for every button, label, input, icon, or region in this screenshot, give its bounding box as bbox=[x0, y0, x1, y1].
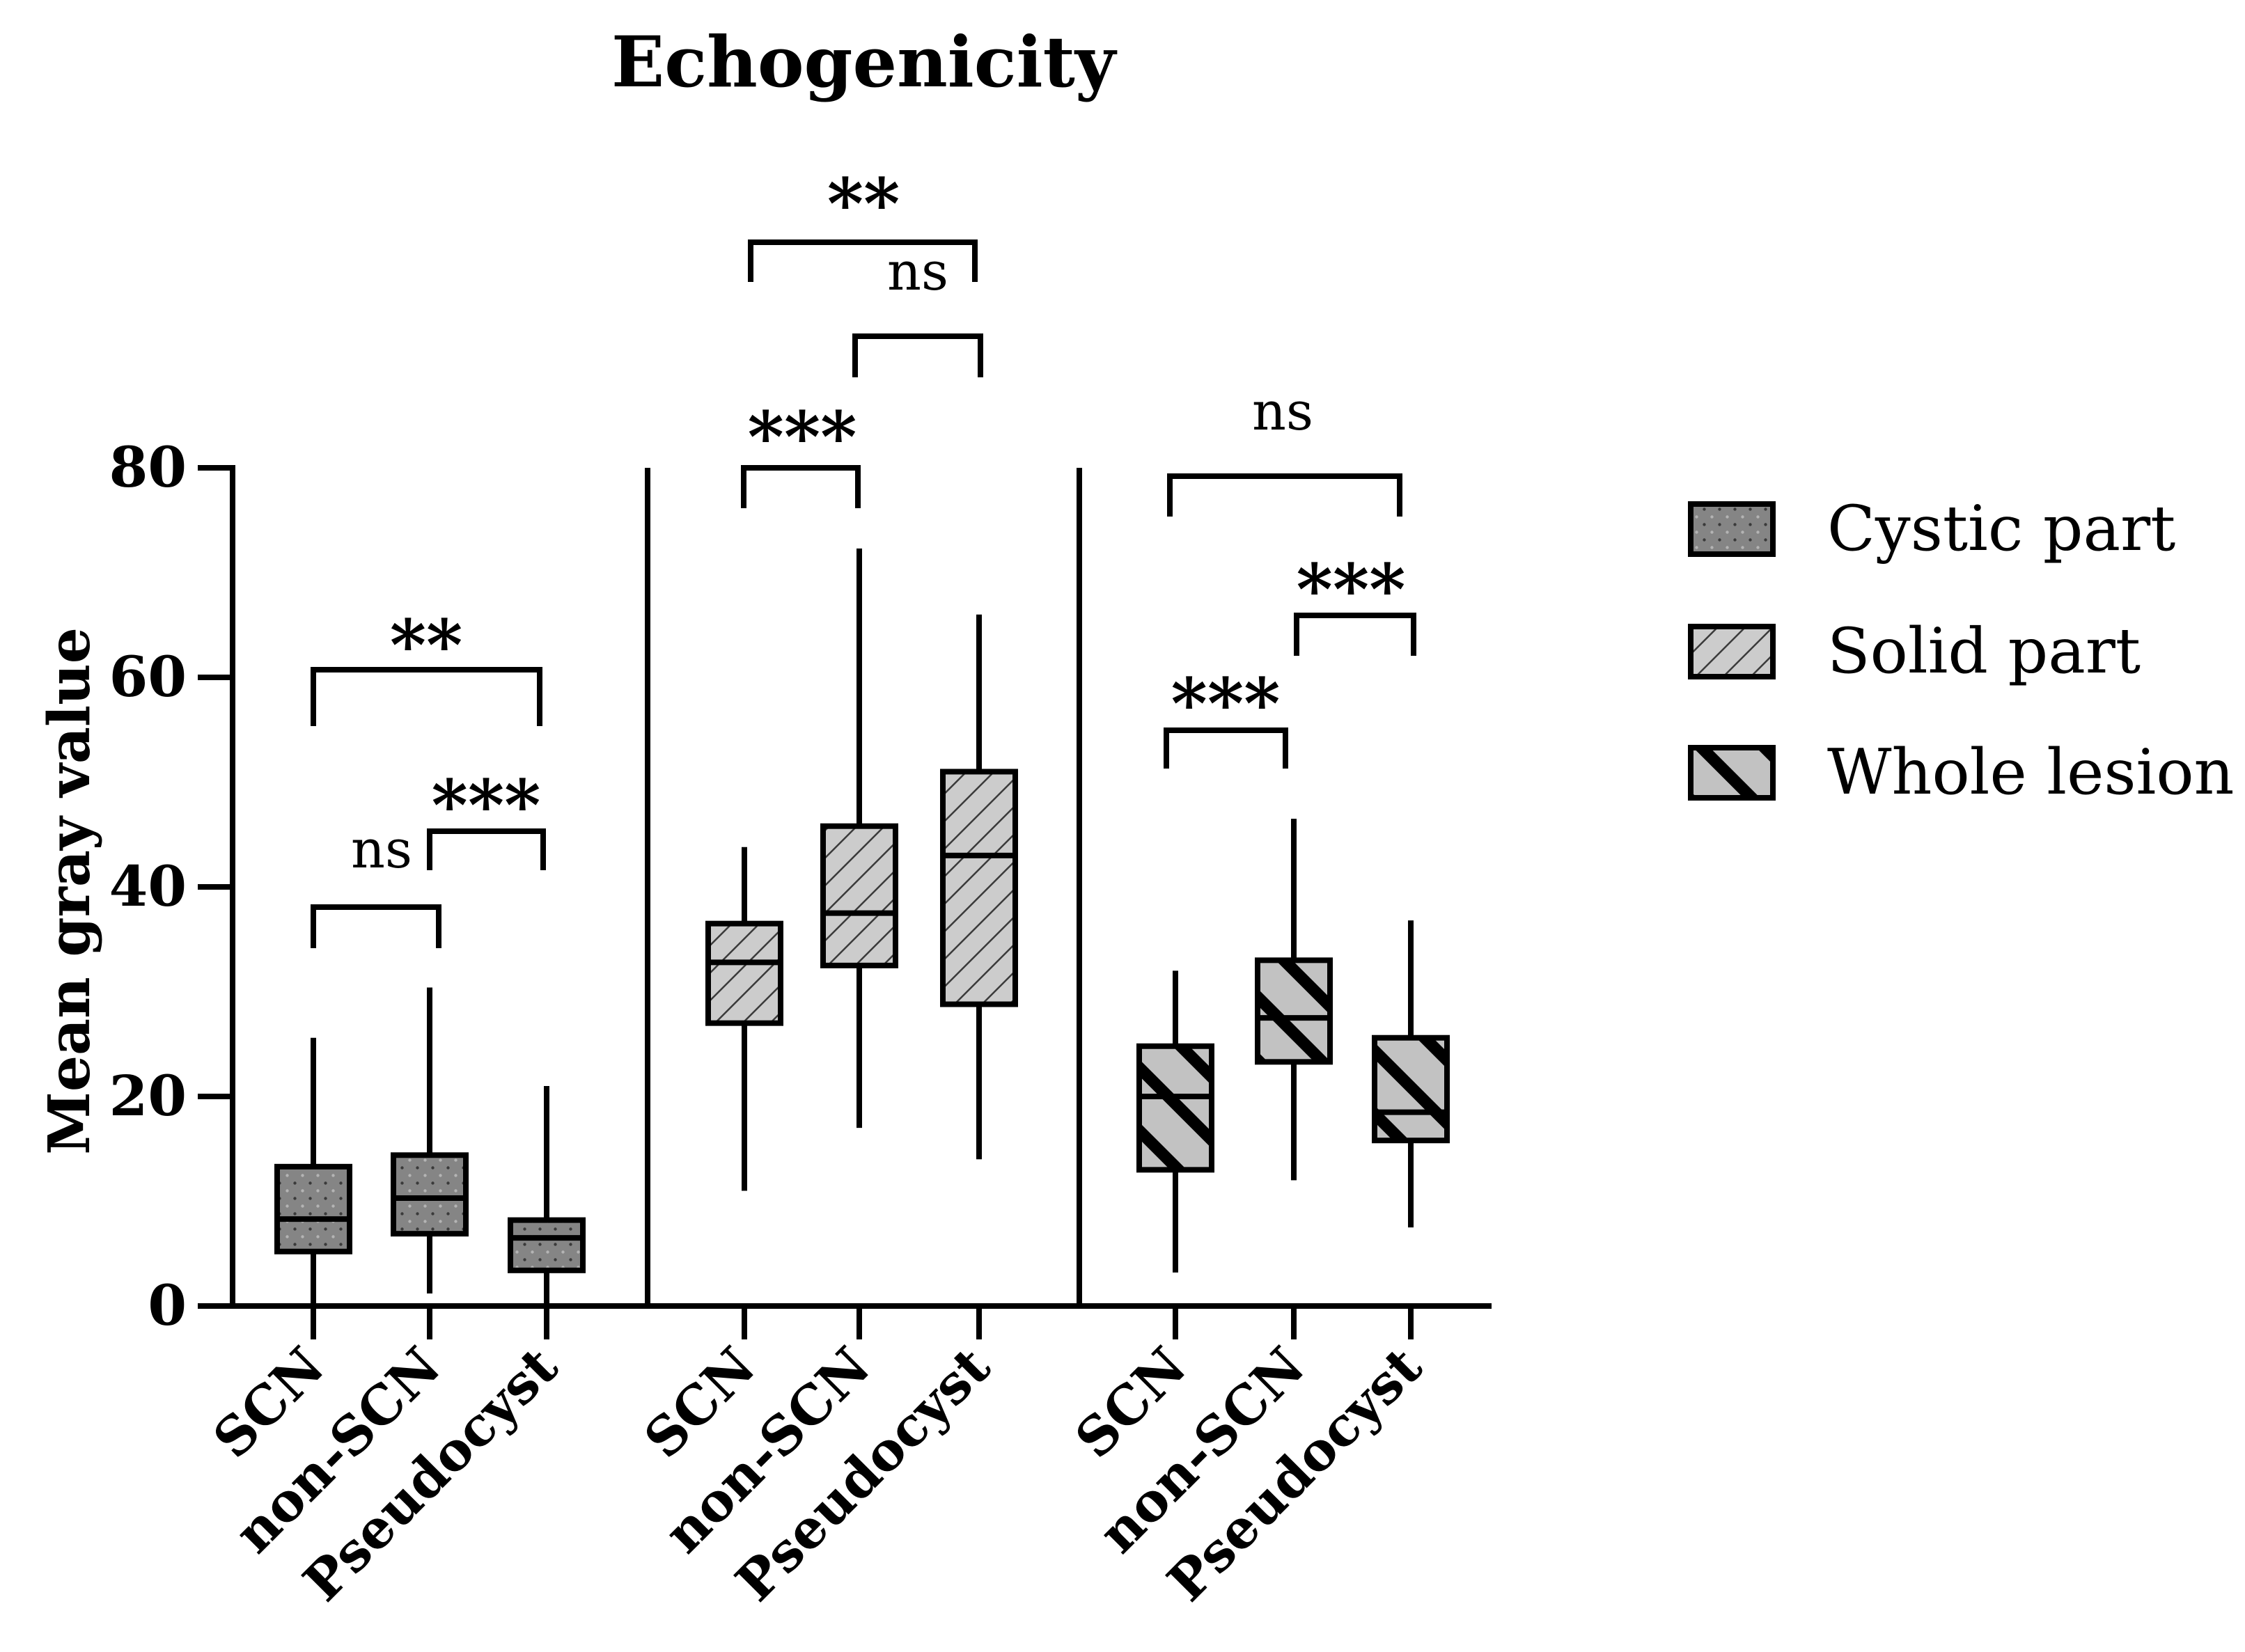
legend-label: Cystic part bbox=[1827, 492, 2175, 565]
significance-bracket bbox=[311, 667, 542, 726]
significance-label: ns bbox=[887, 240, 948, 302]
significance-label: *** bbox=[748, 396, 857, 478]
legend-item-solid-part: Solid part bbox=[1688, 615, 2141, 688]
significance-bracket bbox=[311, 904, 441, 948]
y-axis-label: Mean gray value bbox=[36, 627, 103, 1155]
box-iqr bbox=[940, 769, 1018, 1007]
legend-swatch bbox=[1688, 501, 1776, 557]
significance-label: ns bbox=[351, 818, 412, 880]
chart-title: Echogenicity bbox=[611, 21, 1118, 103]
significance-bracket bbox=[741, 465, 861, 508]
legend-label: Solid part bbox=[1827, 615, 2141, 688]
box-iqr bbox=[820, 823, 898, 968]
box-iqr bbox=[391, 1152, 469, 1237]
legend-item-cystic-part: Cystic part bbox=[1688, 492, 2175, 565]
y-tick-label: 20 bbox=[109, 1063, 187, 1128]
box-iqr bbox=[1372, 1035, 1450, 1144]
box-scn: SCN bbox=[1063, 970, 1214, 1470]
significance-bracket bbox=[1167, 473, 1402, 517]
y-tick-label: 60 bbox=[109, 644, 187, 709]
legend-swatch bbox=[1688, 624, 1776, 679]
panels: SCNnon-SCNPseudocyst*****nsSCNnon-SCNPse… bbox=[201, 163, 1450, 1613]
box-iqr bbox=[274, 1163, 352, 1254]
box-iqr bbox=[508, 1217, 586, 1273]
significance-bracket bbox=[1294, 613, 1416, 656]
significance-bracket bbox=[852, 333, 983, 377]
y-tick-label: 0 bbox=[148, 1273, 187, 1338]
significance-label: *** bbox=[1297, 549, 1406, 631]
y-axis: 0 20 40 60 80 bbox=[109, 434, 235, 1338]
box-scn: SCN bbox=[632, 847, 783, 1470]
box-iqr bbox=[1136, 1043, 1214, 1173]
significance-bracket bbox=[1164, 727, 1288, 769]
box-iqr bbox=[705, 920, 783, 1026]
box-scn: SCN bbox=[201, 1037, 352, 1470]
significance-label: ** bbox=[390, 604, 463, 686]
y-tick-label: 80 bbox=[109, 434, 187, 500]
y-tick-label: 40 bbox=[109, 853, 187, 919]
significance-label: ** bbox=[827, 163, 900, 245]
box-iqr bbox=[1255, 957, 1333, 1065]
significance-label: ns bbox=[1252, 380, 1313, 442]
legend-swatch bbox=[1688, 745, 1776, 801]
significance-bracket bbox=[427, 828, 546, 870]
legend-label: Whole lesion bbox=[1827, 736, 2234, 809]
significance-label: *** bbox=[1171, 663, 1281, 745]
legend: Cystic part Solid part Whole lesion bbox=[1688, 492, 2234, 809]
legend-item-whole-lesion: Whole lesion bbox=[1688, 736, 2234, 809]
significance-label: *** bbox=[432, 764, 541, 847]
x-axis bbox=[198, 468, 1492, 1309]
significance-bracket bbox=[748, 239, 978, 282]
